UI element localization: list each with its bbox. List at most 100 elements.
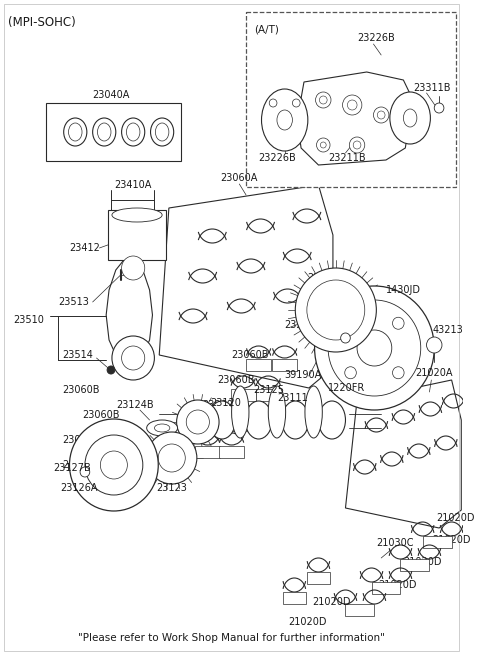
Text: 23226B: 23226B	[259, 153, 296, 163]
Text: 23120: 23120	[210, 398, 241, 408]
Text: 23211B: 23211B	[328, 153, 366, 163]
Text: 23510: 23510	[13, 315, 44, 325]
Text: 21020D: 21020D	[288, 617, 327, 627]
Ellipse shape	[147, 420, 178, 436]
Polygon shape	[106, 258, 153, 362]
Polygon shape	[297, 72, 413, 165]
Circle shape	[112, 336, 155, 380]
Ellipse shape	[151, 118, 174, 146]
Circle shape	[328, 300, 421, 396]
Text: 23040A: 23040A	[92, 90, 130, 100]
Text: 23212: 23212	[285, 320, 316, 330]
Circle shape	[177, 400, 219, 444]
Text: 23410A: 23410A	[115, 180, 152, 190]
Circle shape	[307, 280, 365, 340]
Ellipse shape	[403, 109, 417, 127]
Circle shape	[295, 268, 376, 352]
Text: 23060B: 23060B	[203, 400, 240, 410]
Text: 23226B: 23226B	[357, 33, 395, 43]
Circle shape	[353, 141, 361, 149]
Text: 23123: 23123	[156, 483, 187, 493]
Circle shape	[434, 103, 444, 113]
Circle shape	[427, 337, 442, 353]
Text: 23060B: 23060B	[185, 425, 223, 435]
Bar	[246, 359, 271, 371]
Circle shape	[292, 99, 300, 107]
Text: 23060B: 23060B	[63, 385, 100, 395]
Text: 21020D: 21020D	[378, 580, 417, 590]
Text: 23060A: 23060A	[220, 173, 257, 183]
Polygon shape	[159, 185, 333, 388]
Ellipse shape	[282, 401, 309, 439]
Circle shape	[107, 366, 115, 374]
Bar	[108, 210, 166, 260]
Ellipse shape	[93, 118, 116, 146]
Circle shape	[121, 256, 145, 280]
Ellipse shape	[121, 118, 145, 146]
Ellipse shape	[69, 123, 82, 141]
Ellipse shape	[97, 123, 111, 141]
Circle shape	[343, 95, 362, 115]
Text: 1220FR: 1220FR	[328, 383, 365, 393]
Text: 23311B: 23311B	[413, 83, 451, 93]
Ellipse shape	[390, 92, 431, 144]
Ellipse shape	[156, 123, 169, 141]
Text: 23513: 23513	[58, 297, 89, 307]
Circle shape	[80, 467, 90, 477]
Text: 43213: 43213	[432, 325, 463, 335]
Bar	[283, 592, 306, 604]
Text: 23125: 23125	[253, 385, 284, 395]
Bar	[307, 572, 330, 584]
Text: "Please refer to Work Shop Manual for further information": "Please refer to Work Shop Manual for fu…	[78, 633, 385, 643]
Text: 23412: 23412	[70, 243, 100, 253]
Circle shape	[341, 333, 350, 343]
Text: 23111: 23111	[277, 393, 308, 403]
Circle shape	[314, 286, 434, 410]
Ellipse shape	[245, 401, 272, 439]
Ellipse shape	[277, 110, 292, 130]
Ellipse shape	[231, 386, 249, 438]
Bar	[246, 12, 456, 187]
Text: 23200B: 23200B	[307, 273, 345, 283]
Ellipse shape	[305, 386, 322, 438]
Circle shape	[349, 137, 365, 153]
Ellipse shape	[268, 386, 286, 438]
Ellipse shape	[64, 118, 87, 146]
Bar	[219, 446, 244, 458]
Bar	[423, 536, 452, 548]
Circle shape	[319, 96, 327, 104]
Text: 21020D: 21020D	[312, 597, 351, 607]
Circle shape	[158, 444, 185, 472]
Text: 21020A: 21020A	[415, 368, 453, 378]
Circle shape	[345, 317, 356, 329]
Circle shape	[320, 142, 326, 148]
Text: (A/T): (A/T)	[254, 25, 279, 35]
Circle shape	[357, 330, 392, 366]
Circle shape	[345, 367, 356, 379]
Bar	[256, 389, 281, 401]
Bar	[400, 559, 430, 571]
Circle shape	[393, 367, 404, 379]
Text: 39190A: 39190A	[285, 370, 322, 380]
Bar	[230, 389, 256, 401]
Text: 21020D: 21020D	[436, 513, 475, 523]
Circle shape	[377, 111, 385, 119]
Circle shape	[121, 346, 145, 370]
Bar	[214, 419, 240, 431]
Text: 23126A: 23126A	[60, 483, 97, 493]
Bar	[346, 604, 374, 616]
Bar	[272, 359, 297, 371]
Circle shape	[70, 419, 158, 511]
Circle shape	[147, 432, 197, 484]
Circle shape	[316, 138, 330, 152]
Text: 23060B: 23060B	[63, 460, 100, 470]
Circle shape	[373, 107, 389, 123]
Text: 1430JD: 1430JD	[386, 285, 421, 295]
Circle shape	[186, 410, 209, 434]
Circle shape	[85, 435, 143, 495]
Text: 23060B: 23060B	[63, 435, 100, 445]
Circle shape	[393, 317, 404, 329]
Bar	[372, 582, 400, 594]
Text: 21030C: 21030C	[376, 538, 414, 548]
Circle shape	[315, 92, 331, 108]
